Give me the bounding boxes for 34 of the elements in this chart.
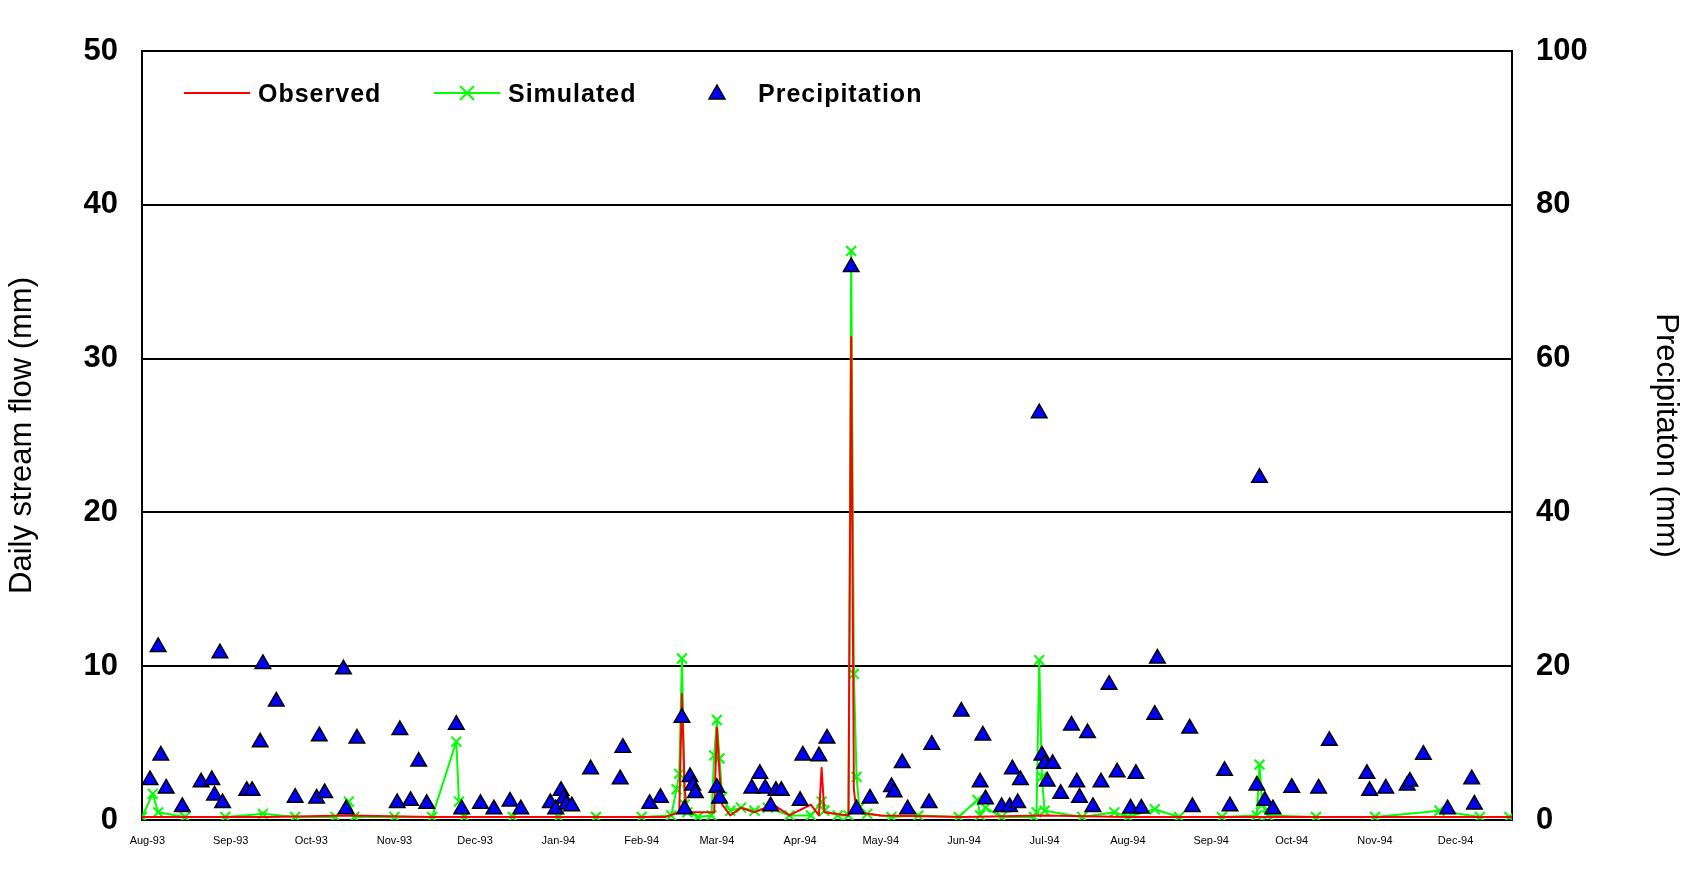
legend-label: Precipitation	[758, 79, 923, 107]
y-tick-label: 0	[100, 800, 118, 836]
y-tick-label: 20	[83, 492, 118, 528]
y-tick-label: 40	[83, 185, 118, 221]
y2-tick-label: 60	[1536, 339, 1571, 375]
x-tick-label: Oct-94	[1275, 833, 1309, 846]
y-tick-label: 30	[83, 339, 118, 375]
x-tick-label: Nov-93	[376, 833, 413, 846]
x-tick-label: Feb-94	[624, 833, 660, 846]
x-tick-label: Aug-93	[129, 833, 166, 846]
x-tick-label: Apr-94	[783, 833, 817, 846]
x-tick-label: May-94	[862, 833, 900, 846]
legend-label: Observed	[258, 79, 382, 107]
x-tick-label: Sep-94	[1193, 833, 1229, 846]
y2-tick-label: 40	[1536, 492, 1571, 528]
x-tick-label: Mar-94	[699, 833, 735, 846]
x-tick-label: Aug-94	[1110, 833, 1146, 846]
y2-tick-label: 80	[1536, 185, 1571, 221]
x-tick-label: Dec-93	[457, 833, 493, 846]
y2-tick-label: 100	[1536, 31, 1588, 67]
x-tick-label: Jan-94	[541, 833, 576, 846]
legend-label: Simulated	[508, 79, 637, 107]
y2-tick-label: 20	[1536, 646, 1571, 682]
x-tick-label: Oct-93	[294, 833, 328, 846]
x-tick-label: Jun-94	[947, 833, 981, 846]
y-tick-label: 10	[83, 646, 118, 682]
x-tick-label: Nov-94	[1357, 833, 1393, 846]
y-tick-label: 50	[83, 31, 118, 67]
x-tick-label: Jul-94	[1029, 833, 1060, 846]
y-axis-title: Daily stream flow (mm)	[3, 277, 39, 594]
y2-axis-title: Precipitaton (mm)	[1649, 313, 1685, 558]
x-tick-label: Sep-93	[212, 833, 249, 846]
y2-tick-label: 0	[1536, 800, 1554, 836]
x-tick-label: Dec-94	[1437, 833, 1474, 846]
